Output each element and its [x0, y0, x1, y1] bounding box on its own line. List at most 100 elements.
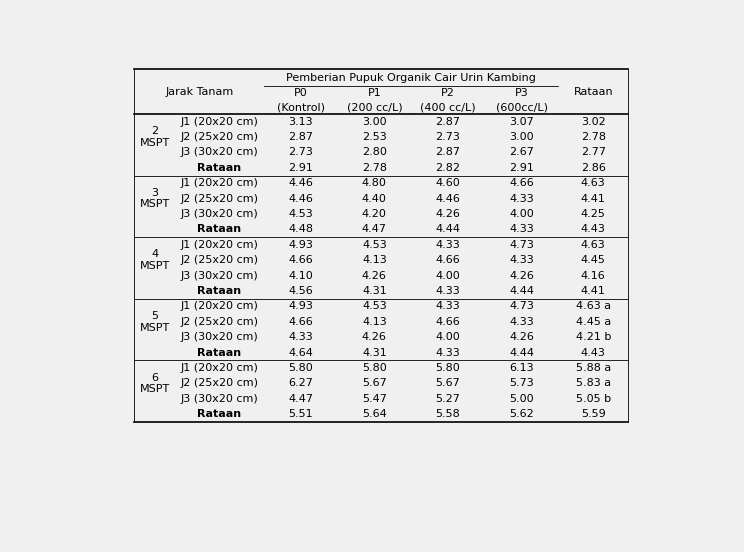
Text: 4.66: 4.66	[289, 255, 313, 266]
Text: 5.51: 5.51	[289, 409, 313, 420]
Text: 3.00: 3.00	[509, 132, 534, 142]
Text: 4.26: 4.26	[435, 209, 461, 219]
Text: J2 (25x20 cm): J2 (25x20 cm)	[180, 255, 258, 266]
Text: 4.31: 4.31	[362, 348, 387, 358]
Text: 5.80: 5.80	[435, 363, 461, 373]
Text: 4.46: 4.46	[435, 194, 461, 204]
Text: 2.82: 2.82	[435, 163, 461, 173]
Text: 4.41: 4.41	[581, 194, 606, 204]
Text: 4.33: 4.33	[509, 255, 534, 266]
Text: 2.87: 2.87	[288, 132, 313, 142]
Text: 4.00: 4.00	[435, 270, 461, 280]
Text: Rataan: Rataan	[574, 87, 613, 97]
Text: 4.63 a: 4.63 a	[576, 301, 611, 311]
Text: 6.13: 6.13	[509, 363, 534, 373]
Text: Pemberian Pupuk Organik Cair Urin Kambing: Pemberian Pupuk Organik Cair Urin Kambin…	[286, 73, 536, 83]
Text: 4.45: 4.45	[581, 255, 606, 266]
Text: 5.62: 5.62	[509, 409, 534, 420]
Text: 4.80: 4.80	[362, 178, 387, 188]
Text: 4.46: 4.46	[288, 194, 313, 204]
Text: 6
MSPT: 6 MSPT	[139, 373, 170, 394]
Text: 4.13: 4.13	[362, 317, 387, 327]
Text: 4.66: 4.66	[435, 317, 461, 327]
Text: J2 (25x20 cm): J2 (25x20 cm)	[180, 132, 258, 142]
Text: 2.87: 2.87	[435, 147, 461, 157]
Text: 4.45 a: 4.45 a	[576, 317, 611, 327]
Text: 2.87: 2.87	[435, 116, 461, 126]
Text: J2 (25x20 cm): J2 (25x20 cm)	[180, 194, 258, 204]
Text: J1 (20x20 cm): J1 (20x20 cm)	[180, 363, 258, 373]
Text: 4.64: 4.64	[288, 348, 313, 358]
Text: 4.66: 4.66	[289, 317, 313, 327]
Text: 2.53: 2.53	[362, 132, 387, 142]
Text: 6.27: 6.27	[288, 379, 313, 389]
Text: 5.67: 5.67	[362, 379, 387, 389]
Text: 2.73: 2.73	[288, 147, 313, 157]
Text: 4.93: 4.93	[288, 301, 313, 311]
Text: 4.00: 4.00	[435, 332, 461, 342]
Text: Rataan: Rataan	[197, 163, 241, 173]
Text: 2
MSPT: 2 MSPT	[139, 126, 170, 148]
Text: (600cc/L): (600cc/L)	[496, 102, 548, 112]
Text: P2: P2	[441, 88, 455, 98]
Text: 2.80: 2.80	[362, 147, 387, 157]
Text: 4.73: 4.73	[509, 301, 534, 311]
Text: 2.91: 2.91	[288, 163, 313, 173]
Text: 4.56: 4.56	[289, 286, 313, 296]
Text: 4.66: 4.66	[509, 178, 534, 188]
Text: 5.47: 5.47	[362, 394, 387, 404]
Text: 2.73: 2.73	[435, 132, 461, 142]
Text: 4.26: 4.26	[509, 332, 534, 342]
Text: 4.26: 4.26	[509, 270, 534, 280]
Text: 4
MSPT: 4 MSPT	[139, 250, 170, 271]
Text: 2.78: 2.78	[362, 163, 387, 173]
Text: 5.80: 5.80	[362, 363, 387, 373]
Text: 4.53: 4.53	[289, 209, 313, 219]
Text: 3
MSPT: 3 MSPT	[139, 188, 170, 209]
Text: 3.02: 3.02	[581, 116, 606, 126]
Text: 4.43: 4.43	[581, 225, 606, 235]
Text: (200 cc/L): (200 cc/L)	[347, 102, 403, 112]
Text: J3 (30x20 cm): J3 (30x20 cm)	[181, 332, 258, 342]
Text: 4.33: 4.33	[435, 348, 461, 358]
Text: 4.10: 4.10	[289, 270, 313, 280]
Text: 4.44: 4.44	[509, 348, 534, 358]
Text: 3.07: 3.07	[509, 116, 534, 126]
Text: 5.67: 5.67	[435, 379, 461, 389]
Text: J1 (20x20 cm): J1 (20x20 cm)	[180, 301, 258, 311]
Text: Jarak Tanam: Jarak Tanam	[165, 87, 234, 97]
Text: 4.53: 4.53	[362, 240, 387, 250]
Text: 5.73: 5.73	[509, 379, 534, 389]
Text: 2.78: 2.78	[581, 132, 606, 142]
Text: 4.33: 4.33	[435, 301, 461, 311]
Text: Rataan: Rataan	[197, 348, 241, 358]
Text: J3 (30x20 cm): J3 (30x20 cm)	[181, 147, 258, 157]
Text: 3.00: 3.00	[362, 116, 387, 126]
Text: 5.80: 5.80	[289, 363, 313, 373]
Text: 5
MSPT: 5 MSPT	[139, 311, 170, 333]
Text: 5.88 a: 5.88 a	[576, 363, 611, 373]
Text: 4.63: 4.63	[581, 240, 606, 250]
Text: J3 (30x20 cm): J3 (30x20 cm)	[181, 270, 258, 280]
Text: 4.73: 4.73	[509, 240, 534, 250]
Text: 4.66: 4.66	[435, 255, 461, 266]
Text: (400 cc/L): (400 cc/L)	[420, 102, 475, 112]
Text: 4.44: 4.44	[509, 286, 534, 296]
Text: 4.33: 4.33	[509, 317, 534, 327]
Text: 2.86: 2.86	[581, 163, 606, 173]
Text: 3.13: 3.13	[289, 116, 313, 126]
Text: 4.47: 4.47	[362, 225, 387, 235]
Text: 5.00: 5.00	[509, 394, 534, 404]
Text: 4.26: 4.26	[362, 332, 387, 342]
Text: P1: P1	[368, 88, 381, 98]
Text: 4.44: 4.44	[435, 225, 461, 235]
Text: J1 (20x20 cm): J1 (20x20 cm)	[180, 116, 258, 126]
Text: 4.43: 4.43	[581, 348, 606, 358]
Text: Rataan: Rataan	[197, 286, 241, 296]
Text: P3: P3	[515, 88, 528, 98]
Text: 4.63: 4.63	[581, 178, 606, 188]
Text: 5.83 a: 5.83 a	[576, 379, 611, 389]
Text: 2.67: 2.67	[509, 147, 534, 157]
Text: J1 (20x20 cm): J1 (20x20 cm)	[180, 178, 258, 188]
Text: 4.16: 4.16	[581, 270, 606, 280]
